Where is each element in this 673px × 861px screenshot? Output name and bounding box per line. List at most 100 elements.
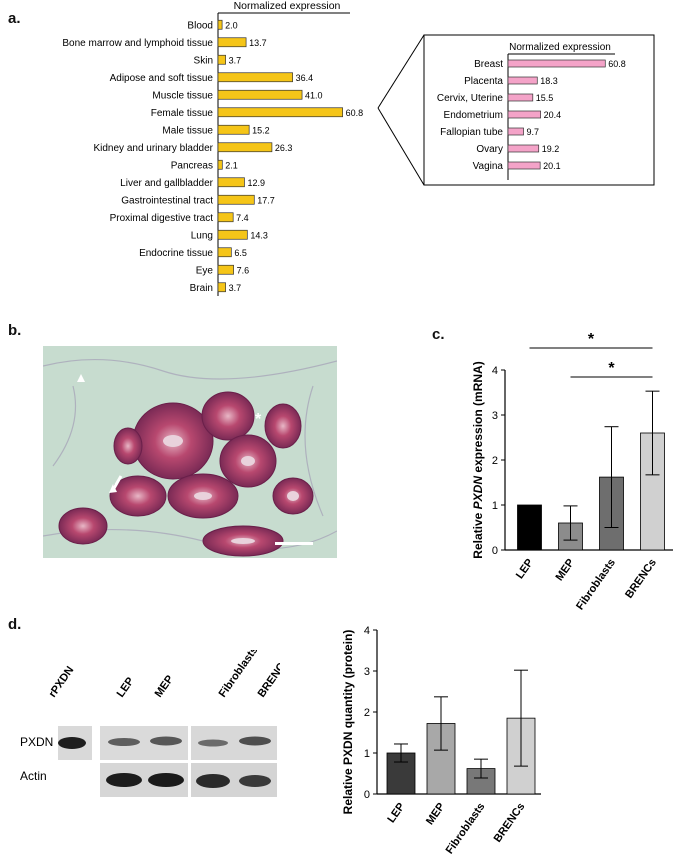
female-tissue-label: Breast [474,59,503,70]
y-axis-label: Relative PXDN expression (mRNA) [471,361,485,558]
histology-image: * [43,346,337,558]
female-tissue-label: Endometrium [444,110,503,121]
tissue-label: Pancreas [171,160,213,171]
y-tick-label: 2 [492,455,498,467]
tissue-bar [217,124,250,135]
female-tissue-label: Placenta [464,76,503,87]
x-tick-label: BRENCs [492,801,528,845]
female-tissue-value-label: 18.3 [540,76,558,86]
tissue-label: Male tissue [162,125,213,136]
x-tick-label: BRENCs [623,557,659,601]
female-tissue-bar [507,127,524,136]
female-tissue-value-label: 15.5 [536,93,554,103]
tissue-label: Endocrine tissue [139,248,213,259]
blot-band [196,774,230,788]
tissue-label: Muscle tissue [152,90,213,101]
female-tissue-label: Ovary [476,144,503,155]
tissue-bar [217,72,293,83]
blot-band [108,738,140,746]
female-tissue-bar [507,59,606,68]
inset-box [423,34,655,186]
tissue-label: Eye [196,265,214,276]
tissue-bar [217,89,303,100]
bar [517,504,542,551]
blot-lane-label: Fibroblasts [217,650,261,700]
y-tick-label: 1 [492,500,498,512]
y-tick-label: 0 [492,545,498,557]
female-tissue-value-label: 20.1 [543,161,561,171]
tissue-label: Female tissue [151,108,214,119]
tissue-value-label: 14.3 [250,230,268,240]
blot-lane-label: rPXDN [47,664,77,699]
x-tick-label: LEP [385,801,407,825]
tissue-bar [217,142,273,153]
x-tick-label: Fibroblasts [574,557,618,612]
tissue-bar [217,212,234,223]
y-tick-label: 1 [364,748,370,760]
tissue-bar [217,229,248,240]
blot-band [239,775,271,787]
y-tick-label: 4 [364,625,370,637]
tissue-value-label: 41.0 [305,90,323,100]
female-tissue-value-label: 19.2 [542,144,560,154]
tissue-value-label: 36.4 [296,73,314,83]
inset-connector-bottom [377,107,425,186]
female-tissue-bar [507,161,541,170]
y-axis-label: Relative PXDN quantity (protein) [341,630,355,815]
tissue-bar [217,247,232,258]
tissue-bar [217,159,223,170]
tissue-value-label: 3.7 [229,55,242,65]
x-tick-label: MEP [553,557,577,583]
inset-chart-title: Normalized expression [509,42,611,53]
tissue-bar [217,282,226,293]
tissue-expression-chart: Normalized expression Blood 2.0 Bone marrow… [62,0,655,296]
blot-band [239,736,271,746]
western-blot: rPXDN LEP MEP Fibroblasts BRENCs PXDN Actin [20,644,291,800]
y-tick-label: 4 [492,365,498,377]
x-tick-label: MEP [424,801,448,827]
panel-label-c: c. [432,326,445,343]
panel-label-b: b. [8,322,22,339]
significance-star: * [588,331,595,348]
tissue-label: Gastrointestinal tract [121,195,213,206]
histology-tissue: * [43,346,337,558]
significance-star: * [608,360,615,377]
female-tissue-bar [507,76,538,85]
tissue-label: Kidney and urinary bladder [93,143,213,154]
tissue-value-label: 7.6 [237,265,250,275]
y-tick-label: 0 [364,789,370,801]
x-tick-label: Fibroblasts [444,801,488,856]
female-tissue-label: Vagina [473,161,504,172]
tissue-value-label: 12.9 [247,178,265,188]
tissue-label: Blood [187,20,213,31]
female-tissue-label: Cervix, Uterine [437,93,504,104]
blot-lane-label: MEP [153,673,177,699]
blot-row-label-pxdn: PXDN [20,735,53,749]
y-tick-label: 3 [364,666,370,678]
tissue-label: Brain [190,283,213,294]
female-tissue-bar [507,110,541,119]
tissue-label: Lung [191,230,213,241]
tissue-bar [217,194,255,205]
tissue-value-label: 13.7 [249,38,267,48]
blot-band [198,739,228,747]
blot-lane-label: BRENCs [256,656,280,700]
tissue-value-label: 2.0 [225,20,238,30]
inset-connector-top [377,34,425,109]
female-tissue-bar [507,93,534,102]
tissue-value-label: 15.2 [252,125,270,135]
tissue-value-label: 7.4 [236,213,249,223]
tissue-bar [217,177,245,188]
blot-lane-label: LEP [115,675,137,699]
y-tick-label: 2 [364,707,370,719]
svg-text:*: * [255,411,262,428]
tissue-value-label: 2.1 [225,160,238,170]
tissue-bar [217,37,247,48]
tissue-value-label: 17.7 [257,195,275,205]
tissue-value-label: 6.5 [234,248,247,258]
x-tick-label: LEP [514,557,536,581]
tissue-bar [217,107,343,118]
blot-band [58,737,86,749]
tissue-value-label: 26.3 [275,143,293,153]
